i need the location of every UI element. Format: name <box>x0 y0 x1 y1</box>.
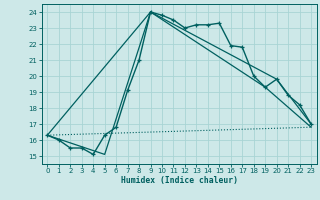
X-axis label: Humidex (Indice chaleur): Humidex (Indice chaleur) <box>121 176 238 185</box>
